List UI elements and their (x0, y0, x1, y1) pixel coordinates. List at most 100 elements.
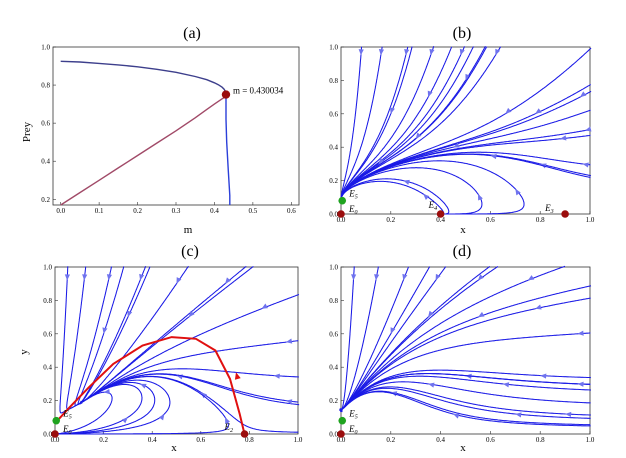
panel-b-xtick-label: 0.6 (486, 216, 495, 224)
panel-d-xtick-label: 0.0 (337, 436, 346, 444)
panel-d-streamline (339, 390, 591, 426)
panel-d-fixed-point-e0 (337, 430, 345, 438)
panel-d-ytick-label: 0.8 (329, 297, 338, 305)
panel-d-title: (d) (453, 243, 472, 260)
panel-c-arrow (285, 399, 293, 405)
panel-a-ytick-label: 0.8 (41, 82, 50, 90)
panel-a-ytick-label: 1.0 (41, 44, 50, 52)
panel-d-xtick-label: 0.2 (386, 436, 395, 444)
panel-d-ytick-label: 0.4 (329, 364, 338, 372)
panel-d-streamline (340, 266, 431, 412)
panel-d-fixed-point-label: E0 (348, 424, 358, 436)
panel-d-xlabel: x (460, 442, 466, 454)
panel-a-xtick-label: 0.6 (287, 207, 296, 215)
panel-c-arrow (176, 277, 182, 284)
panel-c-streamline (66, 266, 87, 410)
panel-b-ytick-label: 0.8 (329, 77, 338, 85)
panel-b-fixed-point-e5 (338, 196, 347, 205)
panel-c-arrow (285, 338, 293, 344)
panel-a-xlabel: m (184, 224, 193, 236)
panel-d-arrow (478, 274, 484, 281)
panel-c-arrow (188, 310, 195, 318)
panel-b-arrow (465, 73, 471, 81)
panel-b-xlabel: x (460, 224, 466, 236)
panel-b-arrow (358, 49, 364, 56)
panel-b-arrow (459, 48, 465, 56)
panel-d-arrow (577, 330, 584, 336)
panel-b-ytick-label: 1.0 (329, 44, 338, 52)
panel-a-bifurcation-point (221, 90, 231, 99)
panel-b-xtick-label: 1.0 (586, 216, 595, 224)
panel-c-arrow (64, 274, 70, 281)
panel-b-arrow (427, 90, 433, 98)
panel-c-xtick-label: 1.0 (294, 436, 303, 444)
panel-d-arrow (390, 327, 396, 334)
panel-c-ytick-label: 0.0 (43, 431, 52, 439)
panel-d-arrow (502, 382, 510, 388)
panel-c-xtick-label: 0.0 (51, 436, 60, 444)
panel-c-arrow (273, 373, 280, 379)
panel-c-ytick-label: 0.2 (43, 397, 52, 405)
panel-c-fixed-point-e0 (51, 430, 59, 438)
panel-c-fixed-point-e2 (240, 430, 249, 438)
panel-d-arrow (478, 311, 485, 318)
panel-c-fixed-point-label: E0 (62, 424, 72, 436)
panel-d-xtick-label: 0.4 (436, 436, 445, 444)
panel-c-fixed-point-e5 (52, 416, 61, 425)
panel-b-arrow (478, 194, 483, 201)
panel-b-arrow (560, 135, 567, 141)
panel-d-arrow (402, 273, 408, 281)
panel-b-fixed-point-label: E4 (428, 200, 438, 212)
panel-b-xtick-label: 0.4 (436, 216, 445, 224)
panel-d-streamline (339, 391, 591, 427)
panel-b-fixed-point-e3 (561, 210, 569, 218)
panel-c-plot: 0.0 0.2 0.4 0.6 0.8 1.0 0.0 0.2 0.4 0.6 0.8 1.0 E0 E5… (43, 264, 303, 445)
panel-b-streamline (339, 153, 592, 202)
panel-c-arrow (103, 389, 110, 395)
panel-b-arrow (423, 194, 430, 200)
panel-b-xtick-label: 0.8 (536, 216, 545, 224)
panel-c-streamline (80, 340, 299, 404)
panel-d-arrow (374, 274, 380, 281)
panel-b-arrow (585, 126, 592, 132)
panel-a-ytick-label: 0.2 (41, 196, 50, 204)
panel-d-streamline (339, 266, 355, 412)
panel-d-arrow (515, 412, 522, 418)
panel-a-series-line (60, 95, 227, 206)
panel-d-streamline (339, 297, 591, 412)
panel-d-streamline (339, 386, 591, 416)
panel-c-arrow (225, 277, 231, 284)
panel-c-separatrix-arrow (234, 372, 241, 380)
panel-b-fixed-point-label: E0 (348, 204, 358, 216)
panel-c-arrow (127, 310, 133, 318)
panel-d-fixed-point-e5 (338, 416, 347, 425)
panel-c-streamline (80, 265, 147, 403)
panel-c-xlabel: x (171, 442, 177, 454)
panel-c-arrow (261, 303, 268, 309)
panel-d-xtick-label: 1.0 (586, 436, 595, 444)
panel-c-xtick-label: 0.8 (245, 436, 254, 444)
panel-b-arrow (490, 153, 497, 160)
panel-d-xtick-label: 0.8 (536, 436, 545, 444)
panel-b-ytick-label: 0.2 (329, 177, 338, 185)
panel-d-ytick-label: 0.6 (329, 330, 338, 338)
panel-a-series-line (225, 96, 231, 205)
panel-a-ytick-label: 0.4 (41, 158, 50, 166)
panel-d-arrow (540, 373, 547, 379)
panel-b-fixed-point-e4 (436, 210, 445, 218)
panel-b-arrow (415, 132, 422, 139)
panel-d-streamline (339, 387, 591, 419)
panel-c-streamline (59, 266, 83, 414)
panel-d-arrow (535, 304, 542, 310)
panel-c-arrow (121, 417, 128, 424)
panel-b-fixed-point-label: E3 (544, 203, 554, 215)
panel-c-arrow (139, 273, 145, 281)
panel-b-arrow (453, 142, 460, 148)
panel-b-xtick-label: 0.2 (386, 216, 395, 224)
panel-c-arrow (106, 274, 112, 281)
panel-c-title: (c) (181, 243, 199, 260)
panel-a-ytick-label: 0.6 (41, 120, 50, 128)
panel-b-plot: 0.0 0.2 0.4 0.6 0.8 1.0 0.0 0.2 0.4 0.6 0.8 1.0 E0 E5… (329, 44, 595, 225)
panel-a-xtick-label: 0.3 (172, 207, 181, 215)
